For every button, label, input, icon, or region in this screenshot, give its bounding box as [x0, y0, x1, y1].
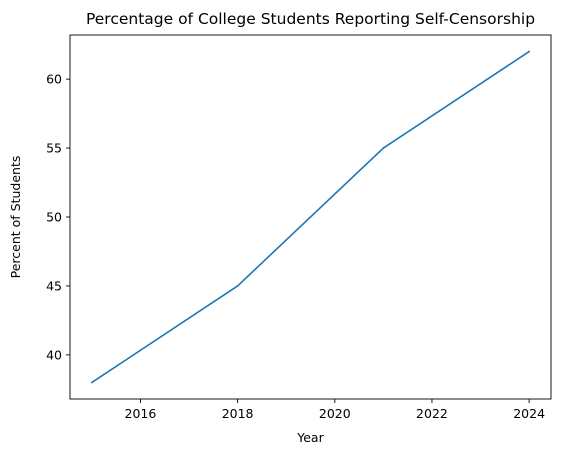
series-line-0 [91, 50, 530, 384]
y-axis-label: Percent of Students [8, 156, 23, 279]
data-point [528, 50, 531, 53]
chart-title: Percentage of College Students Reporting… [86, 10, 535, 28]
x-tick-label: 2020 [319, 406, 351, 421]
data-point [90, 381, 93, 384]
y-tick-label: 50 [46, 210, 62, 225]
x-tick-label: 2022 [416, 406, 448, 421]
x-tick-label: 2024 [513, 406, 545, 421]
plot-area: 2016 2018 2020 2022 2024 40 45 50 55 60 [46, 34, 552, 421]
x-tick-label: 2018 [222, 406, 254, 421]
y-tick-label: 55 [46, 141, 62, 156]
y-tick-label: 45 [46, 278, 62, 293]
y-tick-label: 40 [46, 347, 62, 362]
x-tick-label: 2016 [125, 406, 157, 421]
x-axis-label: Year [296, 430, 324, 445]
y-tick-label: 60 [46, 72, 62, 87]
data-point [236, 285, 239, 287]
data-point [382, 147, 385, 149]
